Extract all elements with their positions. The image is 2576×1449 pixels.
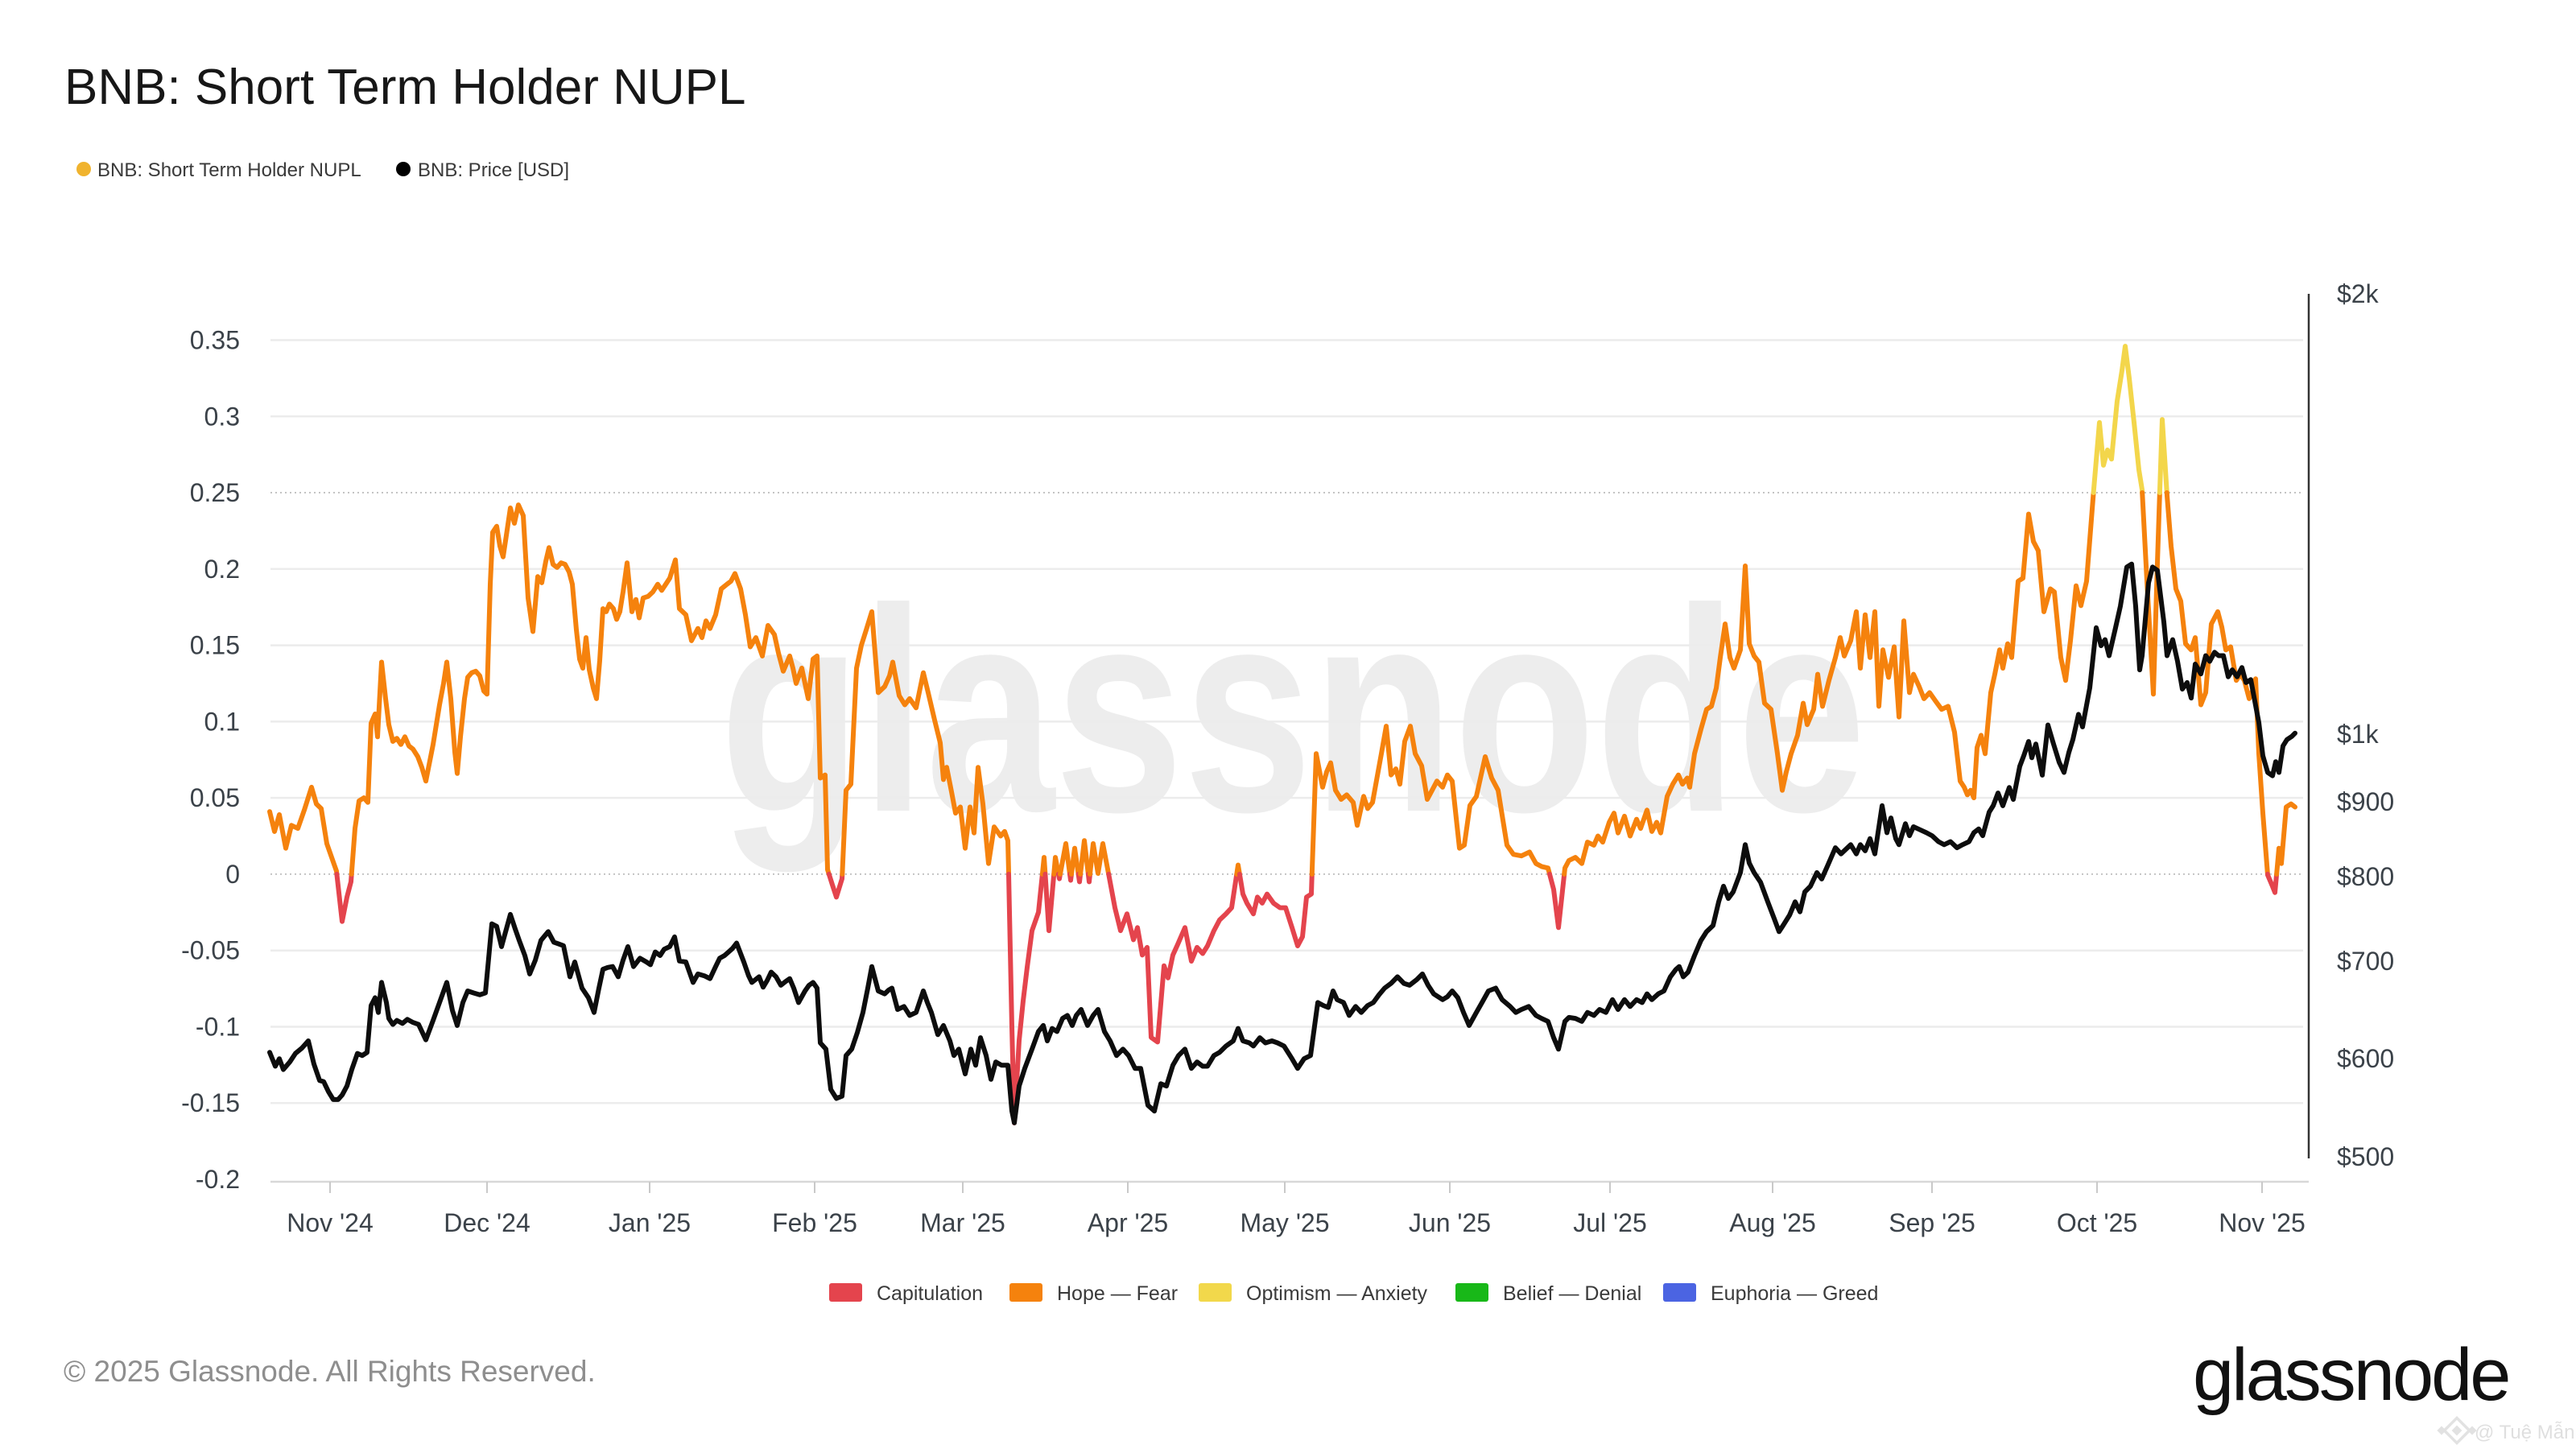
svg-text:Nov '24: Nov '24: [287, 1208, 374, 1237]
svg-text:© 2025 Glassnode. All Rights R: © 2025 Glassnode. All Rights Reserved.: [64, 1355, 596, 1388]
svg-text:$1k: $1k: [2337, 720, 2380, 749]
svg-text:Jun '25: Jun '25: [1409, 1208, 1491, 1237]
svg-text:0.05: 0.05: [190, 783, 240, 812]
svg-text:Mar '25: Mar '25: [920, 1208, 1005, 1237]
svg-text:@ Tuệ Mẫn: @ Tuệ Mẫn: [2475, 1422, 2574, 1443]
svg-text:glassnode: glassnode: [2193, 1334, 2508, 1416]
svg-text:BNB: Price [USD]: BNB: Price [USD]: [418, 159, 569, 181]
svg-text:Hope — Fear: Hope — Fear: [1057, 1282, 1178, 1305]
svg-text:$700: $700: [2337, 947, 2394, 976]
svg-text:Sep '25: Sep '25: [1889, 1208, 1975, 1237]
svg-text:Aug '25: Aug '25: [1729, 1208, 1816, 1237]
svg-text:Feb '25: Feb '25: [772, 1208, 857, 1237]
svg-text:-0.2: -0.2: [196, 1165, 240, 1194]
svg-text:Jul '25: Jul '25: [1573, 1208, 1647, 1237]
svg-text:-0.15: -0.15: [181, 1088, 240, 1117]
svg-text:Jan '25: Jan '25: [609, 1208, 691, 1237]
svg-text:Nov '25: Nov '25: [2219, 1208, 2306, 1237]
svg-text:0.2: 0.2: [204, 555, 240, 584]
svg-text:0.15: 0.15: [190, 631, 240, 660]
svg-text:Capitulation: Capitulation: [877, 1282, 983, 1305]
svg-text:Apr '25: Apr '25: [1088, 1208, 1168, 1237]
svg-text:Euphoria — Greed: Euphoria — Greed: [1711, 1282, 1878, 1305]
svg-text:0.1: 0.1: [204, 707, 240, 736]
svg-text:Belief — Denial: Belief — Denial: [1503, 1282, 1641, 1305]
svg-text:0: 0: [225, 860, 240, 889]
svg-text:Optimism — Anxiety: Optimism — Anxiety: [1246, 1282, 1428, 1305]
svg-text:$500: $500: [2337, 1142, 2394, 1171]
svg-text:0.3: 0.3: [204, 402, 240, 431]
svg-text:$2k: $2k: [2337, 279, 2380, 308]
svg-text:$600: $600: [2337, 1044, 2394, 1073]
svg-text:-0.1: -0.1: [196, 1013, 240, 1042]
svg-text:BNB: Short Term Holder NUPL: BNB: Short Term Holder NUPL: [64, 60, 745, 115]
svg-text:May '25: May '25: [1240, 1208, 1329, 1237]
svg-text:-0.05: -0.05: [181, 936, 240, 965]
svg-text:Oct '25: Oct '25: [2057, 1208, 2137, 1237]
svg-text:glassnode: glassnode: [720, 549, 1866, 874]
svg-text:Dec '24: Dec '24: [444, 1208, 530, 1237]
svg-text:BNB: Short Term Holder NUPL: BNB: Short Term Holder NUPL: [97, 159, 361, 181]
svg-text:0.35: 0.35: [190, 326, 240, 355]
svg-text:$900: $900: [2337, 787, 2394, 816]
svg-text:0.25: 0.25: [190, 478, 240, 507]
svg-text:$800: $800: [2337, 862, 2394, 891]
